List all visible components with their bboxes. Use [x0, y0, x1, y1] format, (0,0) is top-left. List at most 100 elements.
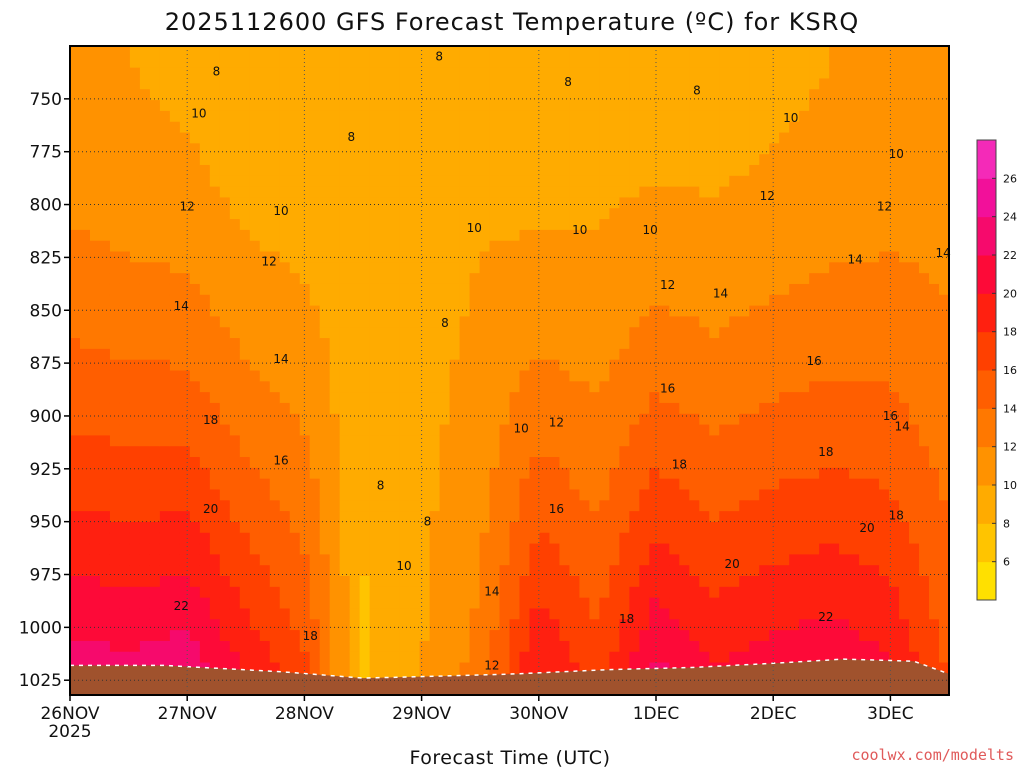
field-cell: [749, 597, 760, 610]
field-cell: [239, 543, 251, 555]
field-cell: [699, 316, 710, 328]
field-cell: [849, 576, 860, 588]
field-cell: [829, 586, 840, 599]
field-cell: [579, 348, 591, 361]
field-cell: [89, 521, 101, 534]
field-cell: [589, 359, 600, 372]
field-cell: [319, 273, 331, 285]
field-cell: [799, 370, 810, 382]
field-cell: [409, 576, 421, 588]
field-cell: [869, 89, 880, 101]
field-cell: [849, 305, 860, 318]
field-cell: [349, 175, 361, 188]
field-cell: [589, 467, 600, 480]
field-cell: [389, 186, 401, 199]
field-cell: [499, 457, 511, 469]
field-cell: [749, 446, 760, 458]
field-cell: [509, 240, 521, 253]
field-cell: [789, 543, 800, 555]
field-cell: [859, 197, 870, 209]
field-cell: [659, 392, 670, 404]
field-cell: [529, 608, 541, 620]
field-cell: [329, 597, 341, 610]
field-cell: [349, 489, 361, 501]
field-cell: [799, 435, 810, 447]
field-cell: [289, 316, 301, 328]
field-cell: [569, 208, 581, 220]
field-cell: [599, 132, 610, 144]
field-cell: [679, 640, 690, 653]
field-cell: [329, 500, 341, 512]
field-cell: [229, 67, 241, 80]
field-cell: [89, 424, 101, 436]
field-cell: [799, 392, 810, 404]
field-cell: [729, 197, 740, 209]
field-cell: [239, 630, 251, 642]
field-cell: [309, 67, 321, 80]
field-cell: [179, 305, 191, 318]
field-cell: [779, 154, 790, 166]
field-cell: [539, 273, 551, 285]
field-cell: [409, 467, 421, 480]
field-cell: [309, 186, 321, 199]
field-cell: [869, 586, 880, 599]
field-cell: [199, 500, 211, 512]
field-cell: [739, 219, 750, 231]
field-cell: [559, 381, 571, 393]
field-cell: [89, 402, 101, 415]
field-cell: [899, 175, 910, 188]
field-cell: [389, 511, 401, 523]
field-cell: [889, 273, 900, 285]
field-cell: [219, 132, 231, 144]
field-cell: [169, 305, 181, 318]
field-cell: [609, 294, 620, 307]
field-cell: [519, 500, 531, 512]
field-cell: [659, 89, 670, 101]
field-cell: [229, 78, 241, 90]
field-cell: [769, 175, 780, 188]
field-cell: [389, 175, 401, 188]
field-cell: [179, 229, 191, 242]
field-cell: [339, 56, 351, 69]
field-cell: [149, 446, 161, 458]
field-cell: [299, 56, 311, 69]
field-cell: [649, 305, 660, 318]
field-cell: [369, 489, 381, 501]
field-cell: [689, 186, 700, 199]
field-cell: [289, 435, 301, 447]
field-cell: [529, 424, 541, 436]
field-cell: [199, 413, 211, 426]
field-cell: [759, 197, 770, 209]
field-cell: [839, 532, 850, 545]
field-cell: [229, 219, 241, 231]
field-cell: [439, 175, 451, 188]
field-cell: [399, 392, 411, 404]
field-cell: [479, 273, 491, 285]
field-cell: [889, 240, 900, 253]
field-cell: [429, 273, 441, 285]
field-cell: [449, 489, 461, 501]
field-cell: [559, 619, 571, 631]
field-cell: [479, 619, 491, 631]
field-cell: [319, 100, 331, 112]
field-cell: [459, 392, 471, 404]
field-cell: [799, 348, 810, 361]
field-cell: [319, 381, 331, 393]
field-cell: [679, 467, 690, 480]
field-cell: [439, 186, 451, 199]
field-cell: [89, 78, 101, 90]
field-cell: [299, 565, 311, 577]
field-cell: [339, 457, 351, 469]
field-cell: [89, 154, 101, 166]
field-cell: [849, 435, 860, 447]
field-cell: [319, 305, 331, 318]
field-cell: [729, 576, 740, 588]
field-cell: [439, 338, 451, 350]
field-cell: [399, 100, 411, 112]
field-cell: [749, 56, 760, 69]
field-cell: [769, 208, 780, 220]
field-cell: [109, 402, 121, 415]
field-cell: [549, 305, 561, 318]
field-cell: [569, 273, 581, 285]
field-cell: [529, 121, 541, 134]
